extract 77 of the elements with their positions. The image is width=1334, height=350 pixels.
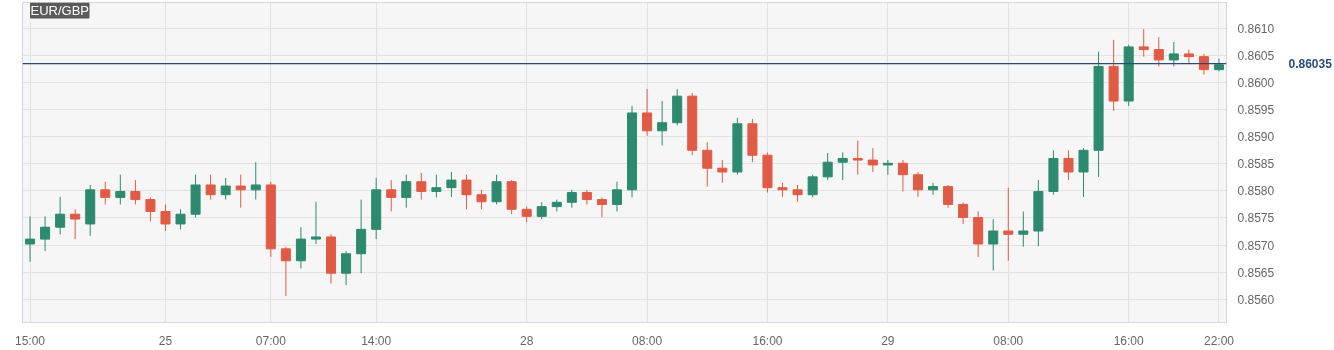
candlestick (145, 196, 156, 222)
y-tick-label: 0.8560 (1237, 292, 1275, 307)
candlestick (476, 189, 487, 210)
candlestick (882, 159, 893, 176)
candlestick (988, 218, 999, 272)
candlestick (822, 152, 833, 181)
candlestick (717, 159, 728, 184)
candlestick (55, 196, 66, 235)
y-tick-label: 0.8590 (1237, 130, 1275, 145)
candlestick (280, 246, 291, 297)
candlestick (1003, 187, 1014, 262)
x-tick-label: 22:00 (1203, 333, 1235, 348)
candlestick (416, 172, 427, 201)
candlestick (100, 181, 111, 205)
y-tick-label: 0.8575 (1237, 211, 1275, 226)
y-tick-label: 0.8585 (1237, 157, 1275, 172)
candlestick (642, 88, 653, 137)
candlestick (40, 215, 51, 252)
candlestick (1078, 147, 1089, 198)
candlestick (596, 196, 607, 218)
candlestick (1198, 53, 1209, 76)
x-tick-label: 16:00 (1113, 333, 1145, 348)
candlestick (867, 147, 878, 173)
candlestick (928, 182, 939, 196)
candlestick (160, 203, 171, 232)
candlestick (175, 208, 186, 230)
x-tick-label: 25 (158, 333, 173, 348)
candlestick (235, 174, 246, 209)
y-tick-label: 0.8570 (1237, 238, 1275, 253)
candlestick (220, 177, 231, 201)
candlestick (250, 161, 261, 201)
candlestick (958, 201, 969, 225)
candlestick (912, 171, 923, 198)
y-tick-label: 0.8600 (1237, 76, 1275, 91)
candlestick (611, 181, 622, 212)
candlestick (1063, 149, 1074, 181)
candlestick (943, 184, 954, 209)
candlestick (70, 208, 81, 240)
candlestick (657, 100, 668, 146)
chart-title: EUR/GBP (30, 3, 90, 18)
x-tick-label: 15:00 (15, 333, 46, 348)
candlestick (1168, 41, 1179, 67)
candlestick (205, 174, 216, 201)
candlestick (130, 179, 141, 205)
candlestick (115, 174, 126, 205)
candlestick (461, 174, 472, 210)
x-tick-label: 28 (520, 333, 534, 348)
y-tick-label: 0.8595 (1237, 103, 1275, 118)
y-tick-label: 0.8580 (1237, 184, 1275, 199)
candlestick (807, 174, 818, 198)
candlestick (1138, 28, 1149, 58)
candlestick (401, 174, 412, 209)
x-tick-label: 16:00 (752, 333, 783, 348)
y-tick-label: 0.8610 (1237, 21, 1275, 36)
candlestick (491, 174, 502, 205)
candlestick (852, 140, 863, 176)
candlestick (25, 215, 36, 263)
candlestick (1183, 49, 1194, 65)
y-tick-label: 0.8605 (1237, 49, 1275, 64)
candlestick (446, 171, 457, 198)
x-tick-label: 08:00 (993, 333, 1024, 348)
candlestick (1018, 211, 1029, 248)
candlestick (837, 151, 848, 181)
ref-line-label: 0.86035 (1288, 57, 1333, 72)
candlestick (431, 174, 442, 198)
candlestick (295, 226, 306, 269)
candlestick (341, 250, 352, 286)
x-tick-label: 08:00 (632, 333, 663, 348)
candlestick (1153, 36, 1164, 67)
x-tick-label: 29 (881, 333, 895, 348)
candlestick (386, 179, 397, 212)
candlestick (310, 201, 321, 245)
x-tick-label: 14:00 (361, 333, 392, 348)
candlestick (897, 159, 908, 192)
x-tick-label: 07:00 (255, 333, 287, 348)
y-tick-label: 0.8565 (1237, 265, 1275, 280)
candlestick (702, 141, 713, 188)
